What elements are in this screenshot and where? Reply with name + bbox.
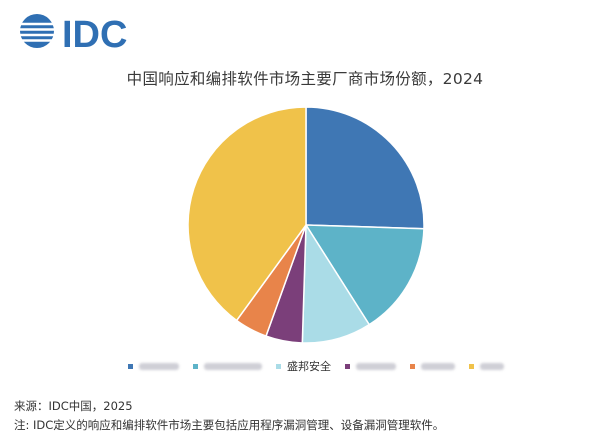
legend-label-redacted: [480, 362, 504, 370]
note-text: 注: IDC定义的响应和编排软件市场主要包括应用程序漏洞管理、设备漏洞管理软件。: [14, 418, 445, 432]
idc-logo: IDC: [16, 10, 156, 52]
pie-slice-6: [187, 106, 307, 322]
legend-item-2: [193, 362, 262, 370]
legend-label-redacted: [421, 362, 455, 370]
legend-swatch: [276, 363, 281, 369]
legend-label-redacted: [356, 362, 396, 370]
idc-logo-text: IDC: [62, 14, 127, 52]
pie-slice-1: [305, 106, 425, 230]
chart-title: 中国响应和编排软件市场主要厂商市场份额，2024: [126, 70, 484, 88]
globe-stripes: [20, 22, 54, 42]
legend-swatch: [128, 363, 133, 369]
pie-chart: [187, 106, 425, 344]
legend-item-6: [469, 362, 504, 370]
legend-label-redacted: [139, 362, 179, 370]
legend-swatch: [410, 363, 415, 369]
legend-label-redacted: [204, 362, 262, 370]
legend-label: 盛邦安全: [287, 360, 331, 373]
legend-item-5: [410, 362, 455, 370]
legend-swatch: [469, 363, 474, 369]
idc-logo-graphic: IDC: [20, 14, 127, 52]
legend-item-1: [128, 362, 179, 370]
source-text: 来源：IDC中国，2025: [14, 399, 133, 413]
idc-globe-icon: [20, 14, 54, 48]
pie-slice-2: [304, 224, 425, 326]
legend-swatch: [345, 363, 350, 369]
legend-item-4: [345, 362, 396, 370]
legend-swatch: [193, 363, 198, 369]
legend-item-3: 盛邦安全: [276, 358, 331, 374]
chart-legend: 盛邦安全: [128, 358, 508, 374]
